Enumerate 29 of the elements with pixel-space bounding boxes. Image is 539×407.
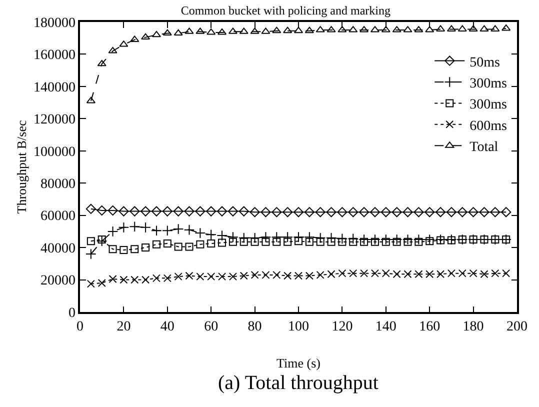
x-tick-label: 200	[506, 320, 528, 335]
y-tick-label: 60000	[40, 209, 76, 224]
legend-label: 600ms	[470, 118, 507, 134]
x-tick-label: 80	[248, 320, 262, 335]
x-tick-label: 140	[375, 320, 396, 335]
y-tick-label: 160000	[33, 48, 76, 64]
y-tick-label: 20000	[40, 274, 76, 289]
x-tick-label: 120	[332, 320, 353, 335]
legend-label: 300ms	[470, 76, 507, 92]
x-tick-label: 40	[160, 320, 174, 335]
x-tick-label: 60	[204, 320, 218, 335]
legend-label: Total	[470, 140, 498, 156]
y-tick-label: 40000	[40, 241, 76, 256]
x-tick-label: 100	[288, 320, 309, 335]
x-tick-label: 160	[419, 320, 440, 335]
legend-label: 50ms	[470, 55, 500, 70]
y-tick-label: 0	[68, 306, 76, 321]
y-tick-label: 120000	[33, 112, 76, 128]
y-tick-label: 100000	[33, 144, 76, 160]
x-tick-label: 20	[116, 320, 131, 335]
x-axis-title: Time (s)	[276, 356, 320, 371]
text: (a) Total throughput	[218, 372, 379, 394]
chart-title: Common bucket with policing and marking	[180, 4, 390, 18]
y-tick-label: 140000	[33, 80, 76, 96]
y-tick-label: 180000	[33, 16, 76, 31]
x-tick-label: 180	[462, 320, 484, 335]
y-tick-label: 80000	[40, 177, 76, 192]
legend-label: 300ms	[470, 98, 507, 113]
y-axis-title: Throughput B/sec	[14, 120, 29, 214]
